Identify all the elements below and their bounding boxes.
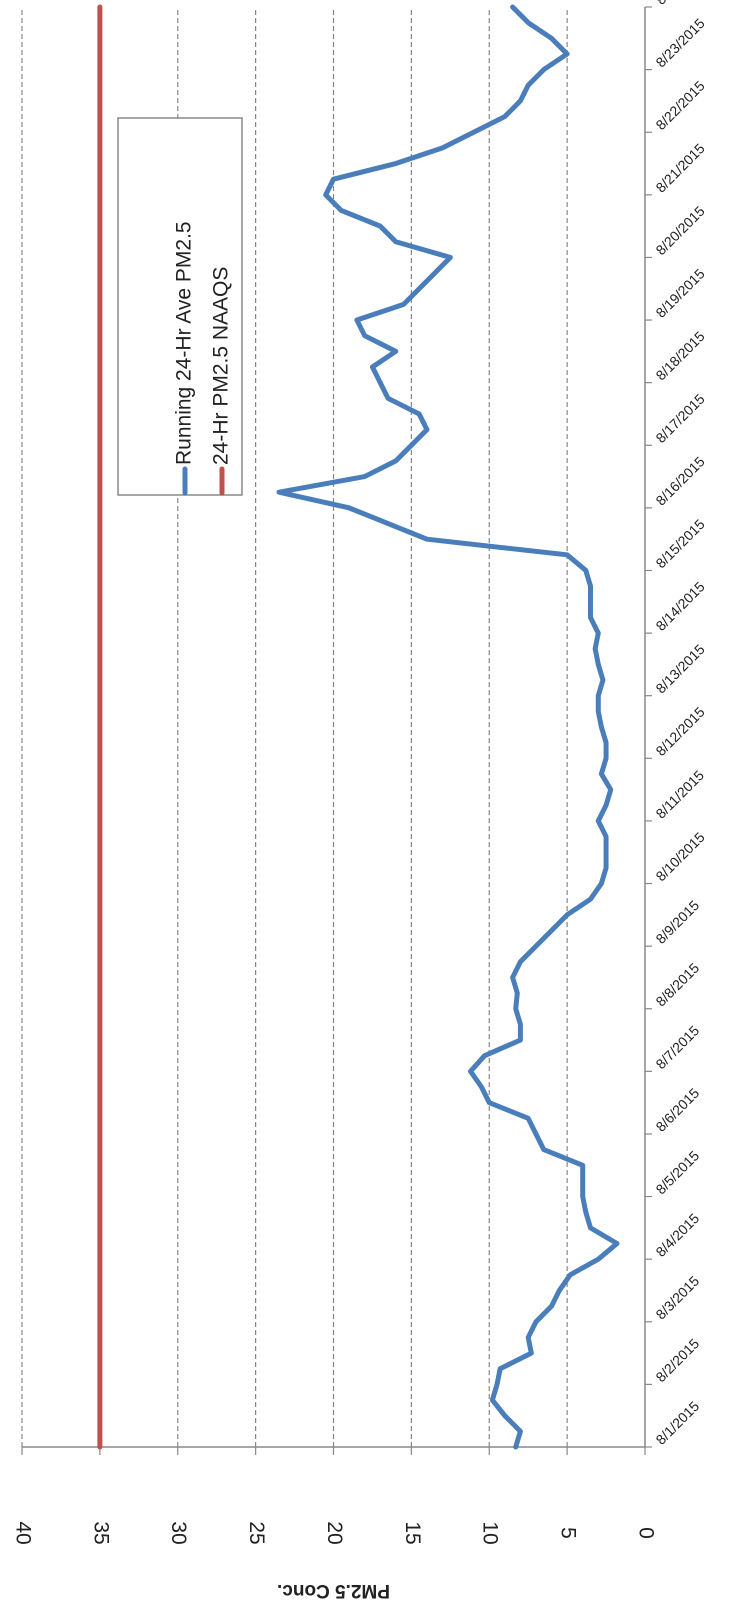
x-tick-label: 8/9/2015 (652, 897, 702, 947)
y-tick-label: 35 (89, 1521, 112, 1544)
y-tick-label: 5 (557, 1527, 580, 1539)
x-tick-label: 8/11/2015 (652, 767, 707, 822)
data-line (276, 4, 620, 1450)
x-tick-label: 8/16/2015 (652, 453, 708, 509)
x-tick-label: 8/10/2015 (652, 829, 708, 885)
x-tick-label: 8/6/2015 (652, 1085, 702, 1135)
x-tick-label: 8/1/2015 (652, 1398, 702, 1448)
x-tick-label: 8/21/2015 (652, 140, 708, 196)
rotated-frame: 0 5 10 15 20 25 30 35 40 PM2.5 Conc. 8/1/2015 8/2/2… (11, 0, 707, 1601)
y-tick-label: 25 (245, 1521, 268, 1544)
x-tick-label: 8/22/2015 (652, 77, 708, 133)
y-axis-title: PM2.5 Conc. (277, 1580, 390, 1601)
x-tick-label: 8/23/2015 (652, 15, 708, 71)
y-tick-label: 20 (323, 1521, 346, 1544)
y-tick-label: 10 (479, 1521, 502, 1544)
x-tick-label: 8/7/2015 (652, 1022, 702, 1072)
legend-label: 24-Hr PM2.5 NAAQS (210, 267, 233, 465)
x-tick-label: 8/24/2015 (652, 0, 708, 8)
y-tick-label: 40 (11, 1521, 34, 1544)
x-tick-label: 8/13/2015 (652, 641, 708, 697)
y-tick-label: 0 (634, 1527, 657, 1539)
x-tick-label: 8/2/2015 (652, 1335, 702, 1385)
x-tick-label: 8/19/2015 (652, 265, 708, 321)
x-tick-label: 8/15/2015 (652, 516, 708, 572)
x-tick-label: 8/12/2015 (652, 704, 708, 760)
x-tick-label: 8/4/2015 (652, 1210, 702, 1260)
legend-label: Running 24-Hr Ave PM2.5 (173, 221, 196, 465)
y-tick-label: 30 (167, 1521, 190, 1544)
x-tick-label: 8/18/2015 (652, 328, 708, 384)
x-tick-label: 8/5/2015 (652, 1147, 702, 1197)
x-tick-label: 8/8/2015 (652, 959, 702, 1009)
y-tick-label: 15 (401, 1521, 424, 1544)
legend-box (117, 117, 243, 496)
x-tick-label: 8/14/2015 (652, 578, 708, 634)
x-tick-label: 8/3/2015 (652, 1273, 702, 1323)
x-tick-label: 8/20/2015 (652, 203, 708, 259)
x-tick-label: 8/17/2015 (652, 390, 708, 446)
